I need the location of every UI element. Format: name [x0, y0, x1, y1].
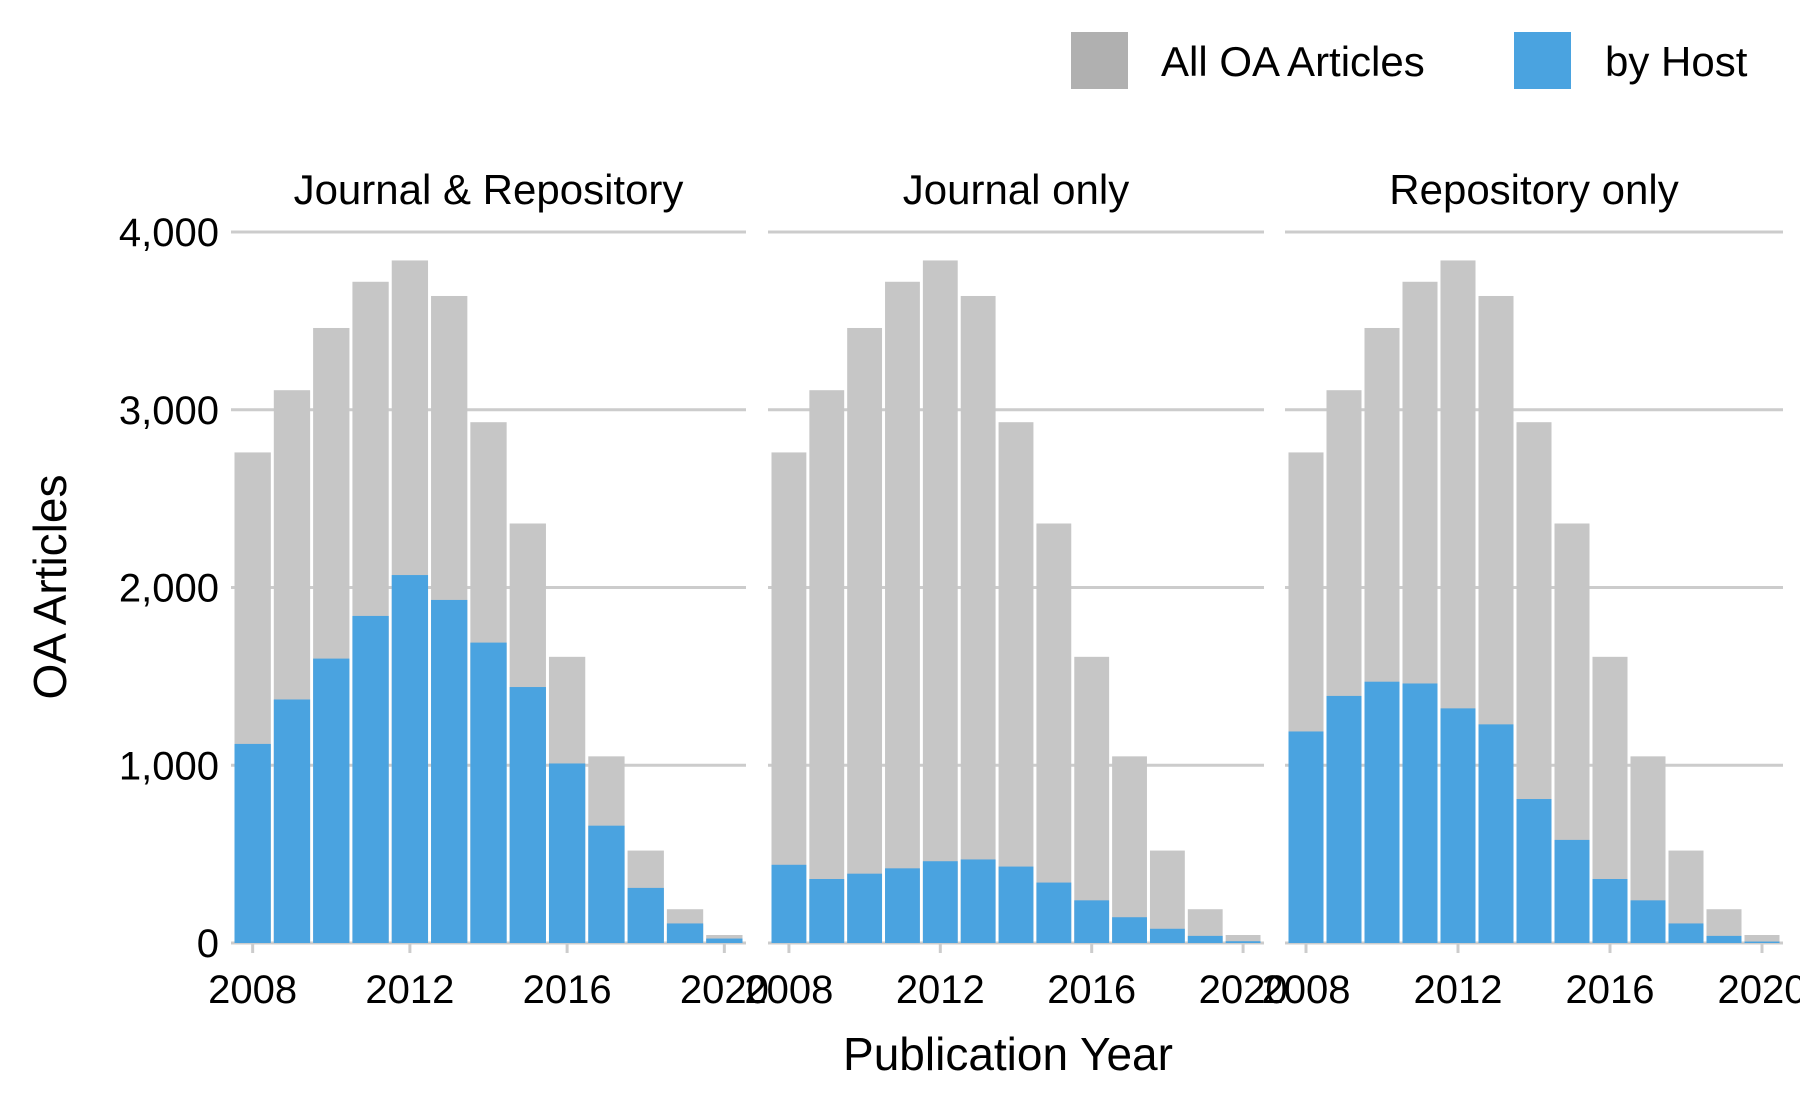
- bar-by-host: [313, 659, 349, 943]
- bar-by-host: [1707, 936, 1742, 943]
- bar-by-host: [510, 687, 546, 943]
- x-tick-label: 2016: [1047, 968, 1136, 1012]
- bar-by-host: [885, 868, 920, 943]
- bar-by-host: [1745, 942, 1780, 943]
- bar-by-host: [667, 923, 703, 943]
- bar-by-host: [1365, 682, 1400, 943]
- bar-by-host: [1479, 724, 1514, 943]
- bar-by-host: [1289, 731, 1324, 943]
- bar-by-host: [1593, 879, 1628, 943]
- bar-by-host: [1188, 936, 1223, 943]
- bar-all-oa: [809, 390, 844, 943]
- bar-by-host: [1669, 923, 1704, 943]
- bar-by-host: [1327, 696, 1362, 943]
- x-tick-label: 2012: [1414, 968, 1503, 1012]
- bar-by-host: [1112, 917, 1147, 943]
- x-axis-label: Publication Year: [843, 1028, 1173, 1080]
- bar-by-host: [628, 888, 664, 943]
- bar-by-host: [706, 939, 742, 943]
- legend-label-all-oa: All OA Articles: [1161, 38, 1425, 85]
- bar-by-host: [549, 763, 585, 943]
- y-tick-label: 0: [197, 922, 219, 966]
- bar-all-oa: [1036, 524, 1071, 943]
- bar-by-host: [1036, 883, 1071, 943]
- legend-swatch-by-host: [1514, 32, 1571, 89]
- bar-by-host: [809, 879, 844, 943]
- bar-by-host: [1517, 799, 1552, 943]
- bar-all-oa: [923, 260, 958, 943]
- bar-by-host: [772, 865, 807, 943]
- bar-by-host: [1555, 840, 1590, 943]
- bar-all-oa: [1112, 756, 1147, 943]
- y-tick-label: 1,000: [119, 744, 219, 788]
- bar-by-host: [352, 616, 388, 943]
- y-axis-label: OA Articles: [24, 475, 76, 700]
- x-tick-label: 2008: [208, 968, 297, 1012]
- bar-by-host: [274, 699, 310, 943]
- bar-by-host: [847, 874, 882, 943]
- bar-all-oa: [885, 282, 920, 943]
- x-tick-label: 2012: [896, 968, 985, 1012]
- bar-by-host: [1074, 900, 1109, 943]
- facet-title: Journal only: [903, 166, 1129, 213]
- legend-swatch-all-oa: [1071, 32, 1128, 89]
- x-tick-label: 2016: [1566, 968, 1655, 1012]
- bar-by-host: [588, 826, 624, 943]
- bar-all-oa: [999, 422, 1034, 943]
- bar-by-host: [470, 643, 506, 943]
- bar-by-host: [923, 861, 958, 943]
- bar-all-oa: [1074, 657, 1109, 943]
- x-tick-label: 2008: [1262, 968, 1351, 1012]
- bar-by-host: [999, 867, 1034, 943]
- bar-by-host: [1631, 900, 1666, 943]
- facet-title: Repository only: [1389, 166, 1678, 213]
- bar-by-host: [1403, 683, 1438, 943]
- y-tick-label: 3,000: [119, 389, 219, 433]
- bar-by-host: [431, 600, 467, 943]
- bar-by-host: [1150, 929, 1185, 943]
- bar-all-oa: [847, 328, 882, 943]
- bar-by-host: [961, 859, 996, 943]
- bar-by-host: [1441, 708, 1476, 943]
- x-tick-label: 2016: [523, 968, 612, 1012]
- y-tick-label: 2,000: [119, 567, 219, 611]
- legend-label-by-host: by Host: [1605, 38, 1748, 85]
- facet-title: Journal & Repository: [294, 166, 684, 213]
- x-tick-label: 2020: [1718, 968, 1800, 1012]
- y-tick-label: 4,000: [119, 211, 219, 255]
- x-tick-label: 2012: [365, 968, 454, 1012]
- bar-by-host: [1226, 941, 1261, 943]
- bar-all-oa: [961, 296, 996, 943]
- bar-by-host: [392, 575, 428, 943]
- bar-by-host: [235, 744, 271, 943]
- x-tick-label: 2008: [744, 968, 833, 1012]
